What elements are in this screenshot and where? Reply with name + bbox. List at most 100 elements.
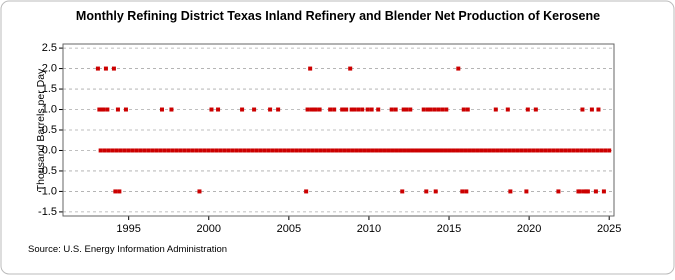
point — [424, 189, 429, 194]
chart-title: Monthly Refining District Texas Inland R… — [76, 9, 600, 23]
point — [382, 148, 387, 153]
point — [439, 148, 444, 153]
point — [451, 148, 456, 153]
point — [483, 148, 488, 153]
point — [138, 148, 143, 153]
point — [103, 66, 108, 71]
point — [535, 148, 540, 153]
point — [166, 148, 171, 153]
point — [547, 148, 552, 153]
point — [456, 66, 461, 71]
point — [344, 107, 349, 112]
point — [106, 148, 111, 153]
point — [198, 148, 203, 153]
point — [142, 148, 147, 153]
point — [352, 107, 357, 112]
point — [390, 148, 395, 153]
point — [422, 148, 427, 153]
point — [455, 148, 460, 153]
point — [117, 189, 122, 194]
point — [310, 148, 315, 153]
point — [274, 148, 279, 153]
point — [252, 107, 257, 112]
point — [268, 107, 273, 112]
point — [601, 189, 606, 194]
point — [126, 148, 131, 153]
point — [523, 148, 528, 153]
y-tick-label: 2.5 — [42, 42, 57, 54]
point — [298, 148, 303, 153]
point — [436, 107, 441, 112]
point — [110, 148, 115, 153]
point — [308, 66, 313, 71]
point — [209, 107, 214, 112]
point — [305, 107, 310, 112]
point — [563, 148, 568, 153]
point — [349, 107, 354, 112]
point — [431, 148, 436, 153]
point — [360, 107, 365, 112]
point — [322, 148, 327, 153]
point — [250, 148, 255, 153]
point — [234, 148, 239, 153]
plot-area — [62, 43, 615, 217]
y-axis-label: Thousand Barrels per Day — [35, 68, 47, 191]
point — [346, 148, 351, 153]
point — [428, 107, 433, 112]
point — [495, 148, 500, 153]
x-tick-label: 2005 — [277, 223, 301, 235]
point — [341, 107, 346, 112]
point — [95, 66, 100, 71]
point — [314, 148, 319, 153]
point — [575, 148, 580, 153]
point — [524, 189, 529, 194]
point — [487, 148, 492, 153]
point — [374, 148, 379, 153]
point — [425, 107, 430, 112]
point — [398, 148, 403, 153]
point — [182, 148, 187, 153]
point — [577, 189, 582, 194]
point — [365, 107, 370, 112]
point — [370, 148, 375, 153]
point — [491, 148, 496, 153]
point — [114, 148, 119, 153]
point — [313, 107, 318, 112]
point — [348, 66, 353, 71]
point — [118, 148, 123, 153]
point — [402, 148, 407, 153]
point — [460, 189, 465, 194]
point — [596, 107, 601, 112]
x-tick-label: 2015 — [437, 223, 461, 235]
point — [599, 148, 604, 153]
point — [479, 148, 484, 153]
point — [190, 148, 195, 153]
point — [589, 107, 594, 112]
point — [406, 148, 411, 153]
point — [443, 148, 448, 153]
point — [426, 148, 431, 153]
point — [334, 148, 339, 153]
point — [533, 107, 538, 112]
point — [258, 148, 263, 153]
point — [338, 148, 343, 153]
point — [459, 148, 464, 153]
point — [567, 148, 572, 153]
point — [519, 148, 524, 153]
y-tick-label: 1.0 — [42, 103, 57, 115]
point — [585, 189, 590, 194]
point — [254, 148, 259, 153]
point — [216, 107, 221, 112]
point — [154, 148, 159, 153]
point — [515, 148, 520, 153]
source: Source: U.S. Energy Information Administ… — [28, 244, 227, 255]
point — [276, 107, 281, 112]
point — [464, 189, 469, 194]
point — [218, 148, 223, 153]
point — [210, 148, 215, 153]
point — [511, 148, 516, 153]
point — [595, 148, 600, 153]
point — [461, 107, 466, 112]
point — [467, 148, 472, 153]
